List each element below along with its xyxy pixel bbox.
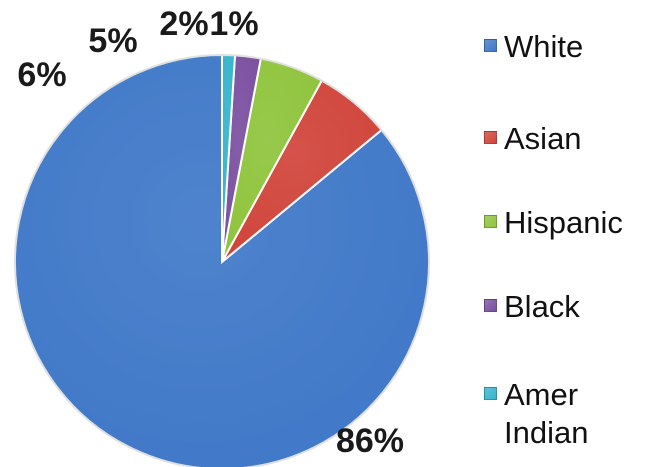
data-label-black: 2% — [159, 5, 209, 43]
legend-label-white: White — [504, 29, 584, 64]
data-label-asian: 6% — [17, 56, 67, 94]
legend-item-asian: Asian — [484, 120, 634, 158]
legend-item-hispanic: Hispanic — [484, 204, 634, 242]
legend-swatch-amer-indian — [484, 387, 497, 400]
pie-slice-white — [14, 53, 430, 467]
legend-label-amer-indian: Amer Indian — [504, 377, 589, 450]
data-label-white: 86% — [335, 422, 405, 460]
legend-swatch-hispanic — [484, 215, 497, 228]
legend-swatch-white — [484, 39, 497, 52]
legend-swatch-asian — [484, 131, 497, 144]
pie-slice-amer-indian — [221, 53, 237, 263]
data-label-amer-indian: 1% — [209, 5, 259, 43]
legend-swatch-black — [484, 299, 497, 312]
data-label-hispanic: 5% — [88, 22, 138, 60]
legend-label-asian: Asian — [504, 121, 582, 156]
legend-item-black: Black — [484, 288, 634, 326]
legend-label-black: Black — [504, 289, 580, 324]
legend-label-hispanic: Hispanic — [504, 205, 623, 240]
legend-item-amer-indian: Amer Indian — [484, 376, 599, 452]
pie-rim — [14, 54, 430, 467]
legend-item-white: White — [484, 28, 634, 66]
